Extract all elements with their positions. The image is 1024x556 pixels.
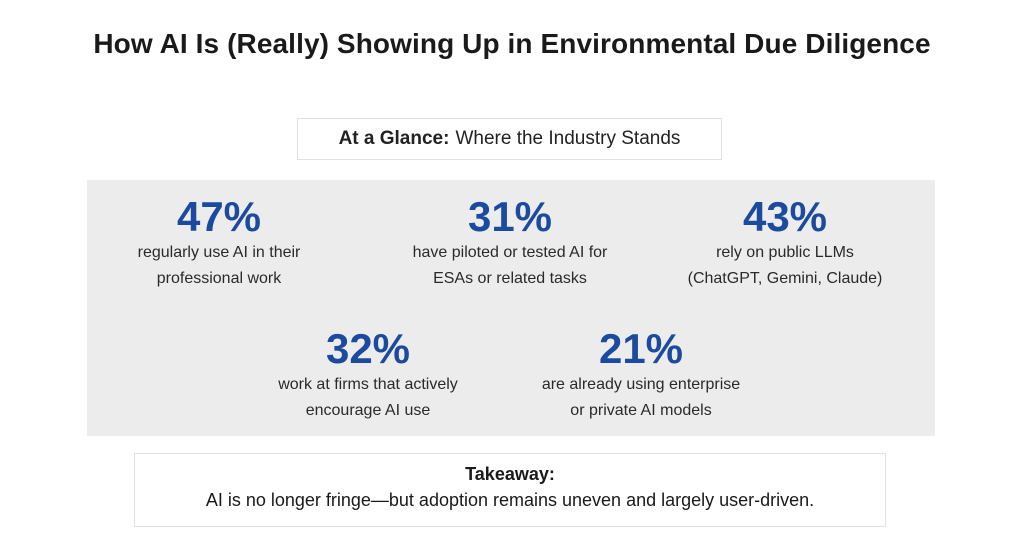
stat-value: 43% <box>742 193 828 240</box>
stats-panel: 47% regularly use AI in their profession… <box>87 180 935 436</box>
stat-description: are already using enterprise or private … <box>541 376 741 419</box>
stat-item: 31% have piloted or tested AI for ESAs o… <box>370 194 650 292</box>
stat-value: 31% <box>467 193 553 240</box>
stat-value: 21% <box>598 325 684 372</box>
stat-item: 47% regularly use AI in their profession… <box>79 194 359 292</box>
takeaway-heading: Takeaway: <box>465 464 555 484</box>
glance-text: Where the Industry Stands <box>455 128 681 149</box>
stat-item: 21% are already using enterprise or priv… <box>501 326 781 424</box>
stat-description: regularly use AI in their professional w… <box>137 244 301 287</box>
stat-description: work at firms that actively encourage AI… <box>278 376 458 419</box>
stat-description: rely on public LLMs (ChatGPT, Gemini, Cl… <box>687 244 883 287</box>
stat-item: 32% work at firms that actively encourag… <box>228 326 508 424</box>
at-a-glance-header: At a Glance: Where the Industry Stands <box>297 118 722 160</box>
glance-label: At a Glance: <box>338 128 450 149</box>
takeaway-box: Takeaway: AI is no longer fringe—but ado… <box>134 453 886 527</box>
stat-description: have piloted or tested AI for ESAs or re… <box>412 244 608 287</box>
stat-item: 43% rely on public LLMs (ChatGPT, Gemini… <box>645 194 925 292</box>
page-title: How AI Is (Really) Showing Up in Environ… <box>93 28 931 59</box>
stat-value: 32% <box>325 325 411 372</box>
stat-value: 47% <box>176 193 262 240</box>
takeaway-text: AI is no longer fringe—but adoption rema… <box>205 490 815 510</box>
